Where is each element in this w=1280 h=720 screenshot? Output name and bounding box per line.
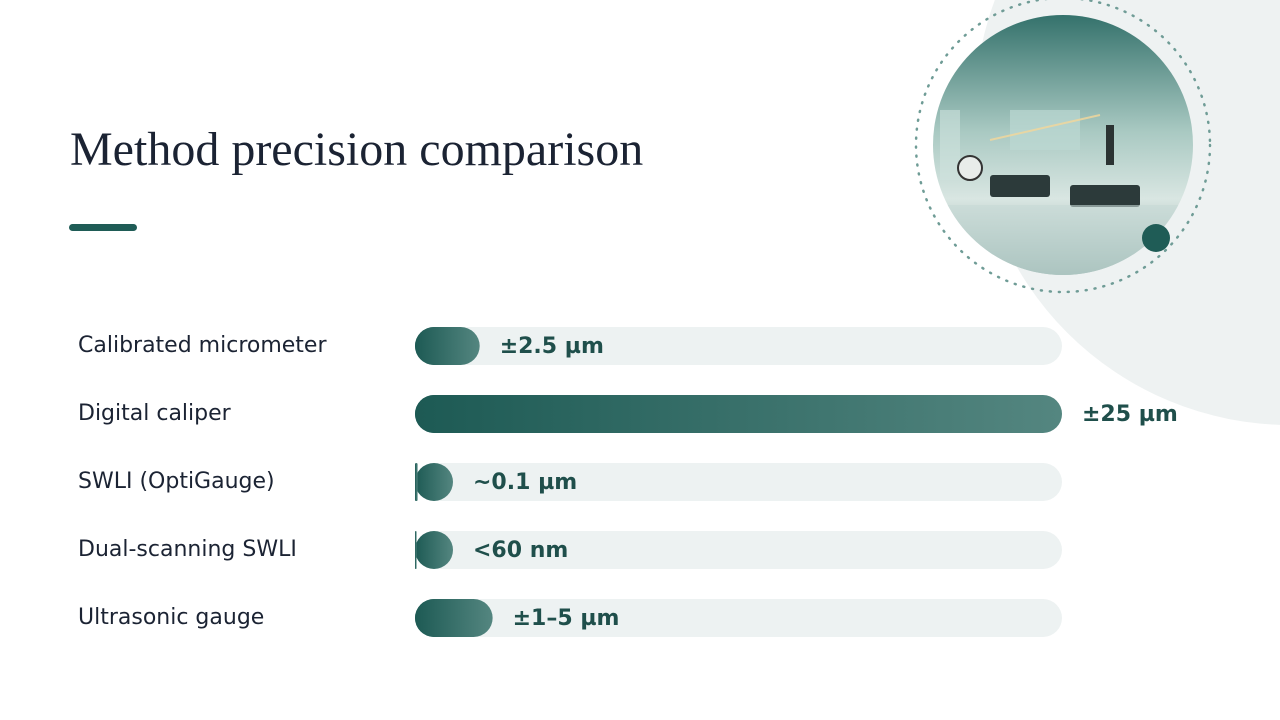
bar-track [415,327,1062,365]
category-label: Calibrated micrometer [78,333,327,358]
bar-track [415,599,1062,637]
dotted-ring [914,0,1212,294]
value-label: <60 nm [473,538,568,563]
category-label: Ultrasonic gauge [78,605,264,630]
value-label: ±2.5 µm [500,334,604,359]
category-label: Dual-scanning SWLI [78,537,297,562]
chart-title: Method precision comparison [70,123,643,176]
category-label: SWLI (OptiGauge) [78,469,275,494]
value-label: ±1–5 µm [513,606,620,631]
category-label: Digital caliper [78,401,232,426]
value-label: ~0.1 µm [473,470,577,495]
bar [415,395,1062,433]
plot-area: Calibrated micrometer ±2.5 µm Digital cali… [78,327,1178,637]
title-underline [69,224,137,231]
bar-track [415,463,1062,501]
accent-dot [1142,224,1170,252]
bar-cap [415,531,453,569]
bar [415,531,417,569]
bar [415,463,418,501]
bar-cap [415,463,453,501]
value-label: ±25 µm [1082,402,1178,427]
bar-track [415,531,1062,569]
bar [415,327,480,365]
bar [415,599,493,637]
